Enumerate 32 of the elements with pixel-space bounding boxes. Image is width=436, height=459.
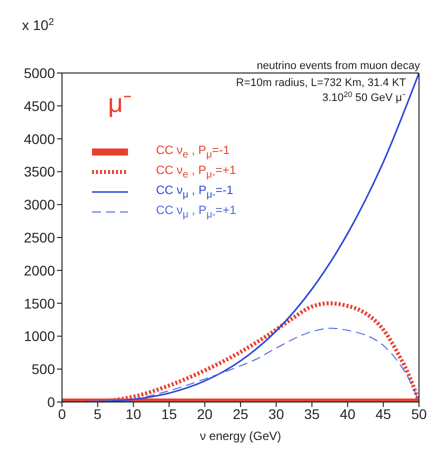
x-tick-label: 40: [340, 406, 356, 422]
y-tick-label: 5000: [24, 64, 56, 81]
x-tick-label: 15: [161, 406, 178, 422]
x-tick-label: 50: [411, 406, 427, 422]
y-tick-label: 4500: [24, 98, 56, 114]
x-axis-title: ν energy (GeV): [200, 429, 282, 443]
x-tick-label: 20: [197, 406, 213, 422]
x-tick-label: 30: [268, 406, 284, 422]
y-tick-label: 500: [32, 361, 56, 378]
x-tick-label: 0: [58, 406, 66, 422]
text: neutrino events from muon decay: [256, 60, 420, 72]
annotation: μ⁻: [108, 88, 132, 118]
y-tick-label: 1500: [24, 295, 56, 312]
text: x 10$^{2}$: [22, 16, 54, 33]
legend-label: CC ν$_{e}$ , P$_{μ}$=-1: [156, 143, 230, 161]
y-tick-label: 4000: [24, 130, 56, 147]
annotation: R=10m radius, L=732 Km, 31.4 KT: [236, 77, 406, 89]
x-tick-label: 5: [94, 406, 102, 422]
legend-label: CC ν$_{μ}$ , P$_{μ-}$=-1: [156, 183, 234, 201]
legend-label: CC ν$_{μ}$ , P$_{μ-}$=+1: [156, 203, 236, 221]
y-tick-label: 2500: [24, 229, 56, 246]
y-tick-label: 0: [47, 394, 56, 410]
x-tick-label: 45: [376, 406, 392, 422]
x-tick-label: 35: [304, 406, 320, 422]
annotation: 3.10$^{20}$ 50 GeV μ⁻: [322, 90, 406, 104]
y-tick-label: 1000: [24, 328, 56, 344]
x-tick-label: 25: [232, 406, 248, 422]
y-tick-label: 3000: [24, 196, 56, 213]
x-tick-label: 10: [126, 406, 142, 422]
y-tick-label: 2000: [24, 262, 56, 278]
legend-label: CC ν$_{e}$ , P$_{μ-}$=+1: [156, 163, 236, 181]
y-tick-label: 3500: [24, 164, 56, 180]
